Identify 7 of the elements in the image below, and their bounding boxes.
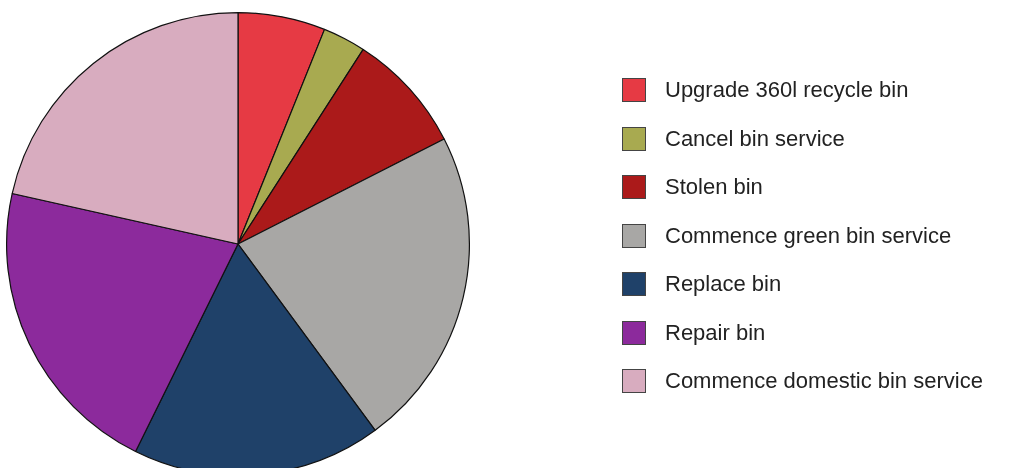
legend-label: Repair bin [665, 319, 766, 346]
legend-label: Stolen bin [665, 174, 763, 201]
legend-label: Replace bin [665, 271, 782, 298]
legend-label: Cancel bin service [665, 125, 845, 152]
legend-label: Commence domestic bin service [665, 368, 983, 395]
legend-label: Commence green bin service [665, 222, 952, 249]
legend-label: Upgrade 360l recycle bin [665, 77, 909, 104]
